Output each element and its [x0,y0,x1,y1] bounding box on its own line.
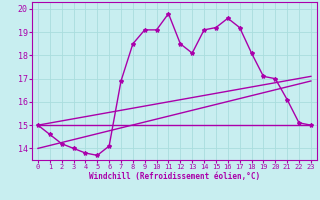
X-axis label: Windchill (Refroidissement éolien,°C): Windchill (Refroidissement éolien,°C) [89,172,260,181]
